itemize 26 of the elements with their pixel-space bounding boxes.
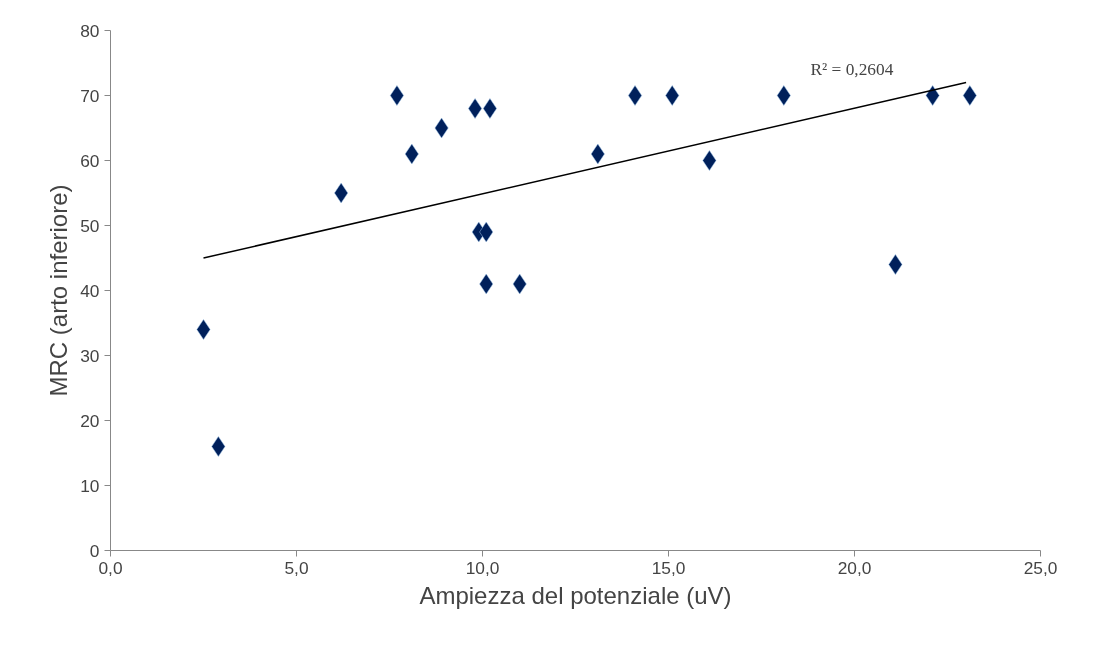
point: [776, 85, 791, 106]
y-tick-label: 0: [89, 540, 100, 561]
point: [888, 254, 903, 275]
y-tick-label: 20: [80, 410, 100, 431]
y-tick-label: 50: [80, 215, 100, 236]
y-tick-label: 10: [80, 475, 100, 496]
x-tick-label: 10,0: [465, 557, 500, 578]
y-tick-label: 30: [80, 345, 100, 366]
x-tick-label: 15,0: [651, 557, 686, 578]
x-tick-label: 20,0: [837, 557, 872, 578]
point: [211, 436, 226, 457]
x-axis-title: Ampiezza del potenziale (uV): [419, 581, 732, 609]
y-tick-label: 80: [80, 20, 100, 41]
point: [702, 150, 717, 171]
y-tick-label: 60: [80, 150, 100, 171]
x-tick-label: 25,0: [1023, 557, 1058, 578]
y-tick-label: 70: [80, 85, 100, 106]
point: [962, 85, 977, 106]
point: [196, 319, 211, 340]
annotation: R² = 0,2604: [810, 59, 894, 79]
y-tick-label: 40: [80, 280, 100, 301]
point: [665, 85, 680, 106]
point: [925, 85, 940, 106]
x-tick-label: 0,0: [98, 557, 123, 578]
y-axis-title: MRC (arto inferiore): [45, 184, 73, 397]
x-tick-label: 5,0: [284, 557, 309, 578]
